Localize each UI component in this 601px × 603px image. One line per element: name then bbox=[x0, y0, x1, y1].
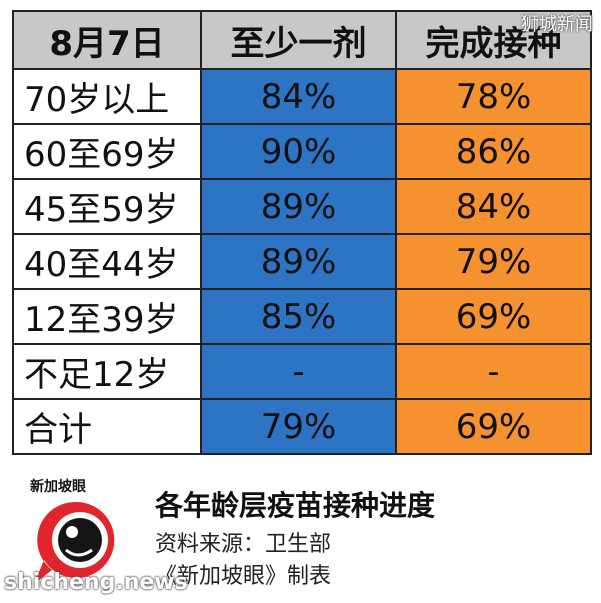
cell-one-dose: - bbox=[200, 343, 397, 400]
logo-text: 新加坡眼 bbox=[30, 479, 86, 495]
footer: 新加坡眼 各年龄层疫苗接种进度 资料来源：卫生部 《新加坡眼》制表 shiche… bbox=[0, 470, 601, 603]
row-label: 45至59岁 bbox=[12, 178, 202, 235]
row-label: 不足12岁 bbox=[12, 343, 202, 400]
row-label: 60至69岁 bbox=[12, 123, 202, 180]
row-label: 40至44岁 bbox=[12, 233, 202, 290]
eye-logo-icon bbox=[34, 501, 115, 584]
cell-one-dose: 89% bbox=[200, 233, 397, 290]
caption-source: 资料来源：卫生部 bbox=[155, 532, 332, 557]
cell-full: 86% bbox=[395, 123, 592, 180]
row-label: 合计 bbox=[12, 398, 202, 455]
cell-full: 78% bbox=[395, 68, 592, 125]
cell-one-dose: 90% bbox=[200, 123, 397, 180]
table-row: 不足12岁 - - bbox=[12, 343, 592, 400]
vaccination-table: 8月7日 至少一剂 完成接种 70岁以上 84% 78% 60至69岁 90% … bbox=[12, 10, 592, 455]
cell-one-dose: 89% bbox=[200, 178, 397, 235]
cell-full: 84% bbox=[395, 178, 592, 235]
table-row: 合计 79% 69% bbox=[12, 398, 592, 455]
cell-full: 69% bbox=[395, 398, 592, 455]
table-row: 70岁以上 84% 78% bbox=[12, 68, 592, 125]
watermark-top: 狮城新闻 bbox=[521, 14, 593, 35]
cell-one-dose: 84% bbox=[200, 68, 397, 125]
caption-title: 各年龄层疫苗接种进度 bbox=[155, 489, 436, 522]
caption-maker: 《新加坡眼》制表 bbox=[155, 564, 332, 589]
table-row: 40至44岁 89% 79% bbox=[12, 233, 592, 290]
header-fully-vaccinated: 完成接种 bbox=[395, 10, 592, 70]
cell-full: 69% bbox=[395, 288, 592, 345]
row-label: 70岁以上 bbox=[12, 68, 202, 125]
row-label: 12至39岁 bbox=[12, 288, 202, 345]
cell-full: 79% bbox=[395, 233, 592, 290]
watermark-bottom: shicheng.news bbox=[4, 570, 188, 595]
table-row: 60至69岁 90% 86% bbox=[12, 123, 592, 180]
cell-one-dose: 79% bbox=[200, 398, 397, 455]
header-at-least-one-dose: 至少一剂 bbox=[200, 10, 397, 70]
cell-full: - bbox=[395, 343, 592, 400]
table-row: 12至39岁 85% 69% bbox=[12, 288, 592, 345]
header-date: 8月7日 bbox=[12, 10, 202, 70]
table-row: 45至59岁 89% 84% bbox=[12, 178, 592, 235]
cell-one-dose: 85% bbox=[200, 288, 397, 345]
table-header-row: 8月7日 至少一剂 完成接种 bbox=[12, 10, 592, 70]
